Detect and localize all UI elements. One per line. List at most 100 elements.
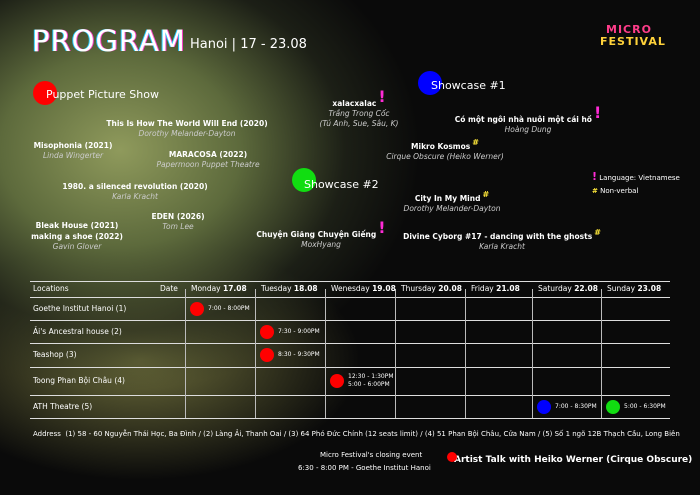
table-rule bbox=[30, 343, 670, 344]
show: Bleak House (2021) making a shoe (2022) Ga… bbox=[31, 220, 123, 252]
show-title: EDEN (2026) bbox=[151, 211, 204, 222]
table-col-line bbox=[465, 289, 466, 418]
show-title-text: City In My Mind bbox=[414, 194, 481, 203]
show-mark: # bbox=[482, 190, 490, 199]
legend-item: ! Language: Vietnamese bbox=[590, 170, 680, 183]
day-date: 22.08 bbox=[574, 284, 598, 293]
day-date: 17.08 bbox=[223, 284, 247, 293]
day-name: Sunday bbox=[607, 284, 636, 293]
section-name: Showcase #1 bbox=[431, 79, 506, 92]
day-header: Saturday 22.08 bbox=[538, 284, 598, 293]
time-dot bbox=[190, 301, 204, 316]
day-name: Saturday bbox=[538, 284, 572, 293]
logo-line: MICRO bbox=[606, 23, 652, 36]
table-rule bbox=[30, 297, 670, 298]
time-dot bbox=[260, 348, 274, 362]
show-title: Mikro Kosmos # bbox=[386, 138, 504, 152]
show: Có một ngôi nhà nuôi một cái hồ! Hoàng Du… bbox=[454, 105, 601, 135]
show: Chuyện Giăng Chuyện Giếng! MoxHyang bbox=[256, 220, 385, 250]
show-credit: Dorothy Melander-Dayton bbox=[403, 204, 501, 213]
show: EDEN (2026) Tom Lee bbox=[151, 211, 204, 232]
show-title: City In My Mind # bbox=[404, 190, 501, 204]
show-mark: ! bbox=[593, 103, 602, 122]
show-credit: Dorothy Melander-Dayton bbox=[138, 129, 236, 138]
show-title: xalacxalac! bbox=[320, 89, 399, 109]
show-credit: Trắng Trong Cốc bbox=[328, 109, 390, 118]
location: Teashop (3) bbox=[33, 350, 77, 359]
show-title-text: Mikro Kosmos bbox=[411, 142, 471, 151]
show-title: Divine Cyborg #17 - dancing with the gho… bbox=[403, 228, 601, 242]
legend-symbol: # bbox=[592, 187, 598, 195]
show-title: Chuyện Giăng Chuyện Giếng! bbox=[256, 220, 385, 240]
show-mark: ! bbox=[378, 87, 386, 106]
title: PROGRAM bbox=[32, 24, 186, 58]
show-title-text: Có một ngôi nhà nuôi một cái hồ bbox=[454, 115, 592, 124]
table-corner: Locations bbox=[33, 284, 69, 293]
show-credit: Gavin Glover bbox=[52, 242, 102, 251]
show-title-text: Misophonia (2021) bbox=[33, 141, 113, 150]
show: This Is How The World Will End (2020) Dor… bbox=[106, 118, 267, 139]
table-rule bbox=[30, 320, 670, 321]
show-credit: Hoàng Dung bbox=[504, 125, 552, 134]
address: Address (1) 58 - 60 Nguyễn Thái Học, Ba … bbox=[33, 430, 680, 438]
table-col-line bbox=[255, 289, 256, 418]
day-name: Wenesday bbox=[331, 284, 370, 293]
show: City In My Mind # Dorothy Melander-Dayton bbox=[403, 190, 501, 214]
show-mark: ! bbox=[378, 218, 386, 237]
show-title: MARACOSA (2022) bbox=[156, 149, 259, 160]
time-dot bbox=[260, 324, 274, 339]
show-mark: # bbox=[472, 138, 479, 147]
show-title-text: 1980. a silenced revolution (2020) bbox=[62, 182, 208, 191]
day-date: 18.08 bbox=[293, 284, 318, 293]
legend-symbol: ! bbox=[592, 170, 598, 183]
legend-label: Non-verbal bbox=[600, 187, 639, 195]
time: 7:30 - 9:00PM bbox=[278, 327, 320, 335]
table-col-line bbox=[532, 289, 533, 418]
time-dot bbox=[606, 399, 620, 414]
address-item: / (2) Làng Ải, Thanh Oai bbox=[198, 430, 282, 438]
section-dot bbox=[292, 168, 316, 192]
show-title: This Is How The World Will End (2020) bbox=[106, 118, 267, 129]
show-title: 1980. a silenced revolution (2020) bbox=[62, 181, 207, 192]
show-credit: (Tú Anh, Sue, Sâu, K) bbox=[319, 119, 399, 128]
section-name: Puppet Picture Show bbox=[46, 88, 159, 101]
table-rule bbox=[30, 418, 670, 419]
show-title-text: MARACOSA (2022) bbox=[168, 150, 248, 159]
address-item: / (3) 64 Phó Đức Chính (12 seats limit) bbox=[283, 430, 419, 438]
closing-title: Artist Talk with Heiko Werner (Cirque Ob… bbox=[454, 455, 693, 465]
time: 8:30 - 9:30PM bbox=[278, 351, 320, 358]
table-rule bbox=[30, 395, 670, 396]
day-header: Sunday 23.08 bbox=[607, 284, 661, 293]
time-cell: 7:00 - 8:00PM bbox=[208, 305, 250, 313]
show-credit: MoxHyang bbox=[301, 240, 341, 249]
day-header: Tuesday 18.08 bbox=[261, 284, 318, 293]
show-title-text: Chuyện Giăng Chuyện Giếng bbox=[256, 230, 377, 239]
day-header: Thursday 20.08 bbox=[401, 284, 462, 293]
time: 5:00 - 6:30PM bbox=[624, 402, 666, 410]
address-item: / (4) 51 Phan Bội Châu, Cửa Nam bbox=[420, 430, 536, 438]
day-header: Friday 21.08 bbox=[471, 284, 520, 293]
show-title: making a shoe (2022) bbox=[31, 231, 123, 242]
show-credit: Linda Wingerter bbox=[42, 151, 104, 160]
show-title: Misophonia (2021) bbox=[34, 140, 113, 151]
show: xalacxalac! Trắng Trong Cốc (Tú Anh, Sue, … bbox=[319, 89, 399, 129]
address-item: (1) 58 - 60 Nguyễn Thái Học, Ba Đình bbox=[65, 430, 197, 438]
closing-dot bbox=[447, 452, 457, 462]
table-col-line bbox=[395, 289, 396, 418]
show-title-text: This Is How The World Will End (2020) bbox=[106, 119, 268, 128]
address-item: / (5) Số 1 ngõ 12B Thạch Cầu, Long Biên bbox=[537, 430, 680, 438]
day-name: Thursday bbox=[401, 284, 436, 293]
show-credit: Tom Lee bbox=[162, 222, 194, 231]
section-dot bbox=[33, 81, 57, 105]
table-col-line bbox=[325, 289, 326, 418]
show: 1980. a silenced revolution (2020) Karla … bbox=[62, 181, 207, 202]
show: Misophonia (2021) Linda Wingerter bbox=[34, 140, 113, 161]
table-rule bbox=[30, 367, 670, 368]
day-name: Tuesday bbox=[261, 284, 292, 293]
address-label: Address bbox=[33, 430, 61, 438]
time-dot bbox=[537, 399, 551, 414]
logo: MICRO FESTIVAL bbox=[600, 24, 666, 48]
show: MARACOSA (2022) Papermoon Puppet Theatre bbox=[156, 149, 259, 170]
day-header: Wenesday 19.08 bbox=[331, 284, 396, 293]
